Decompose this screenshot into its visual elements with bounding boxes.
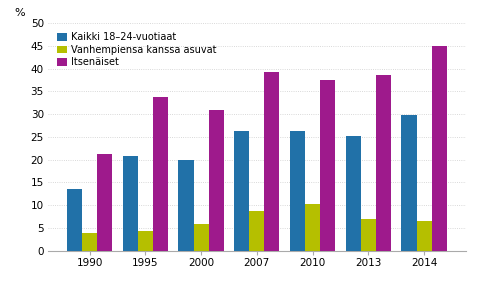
Bar [138,231,153,251]
Bar [123,156,138,251]
Bar [67,189,82,251]
Bar [320,80,335,251]
Bar [417,221,432,251]
Bar [290,131,305,251]
Bar [376,75,391,251]
Bar [193,224,209,251]
Legend: Kaikki 18–24-vuotiaat, Vanhempiensa kanssa asuvat, Itsenäiset: Kaikki 18–24-vuotiaat, Vanhempiensa kans… [57,33,216,67]
Bar [249,211,264,251]
Bar [179,160,193,251]
Bar [97,154,112,251]
Bar [153,97,168,251]
Bar [209,110,224,251]
Bar [82,233,97,251]
Bar [264,72,279,251]
Bar [234,131,249,251]
Bar [305,204,320,251]
Bar [401,115,417,251]
Bar [432,46,446,251]
Bar [346,136,361,251]
Bar [361,219,376,251]
Text: %: % [14,8,25,18]
